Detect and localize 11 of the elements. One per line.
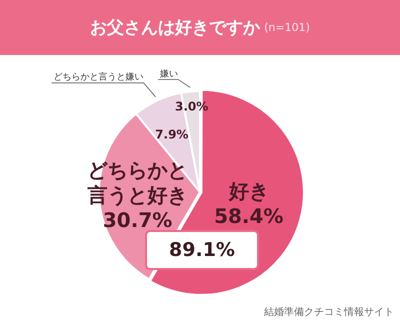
data-label: 7.9% xyxy=(155,128,188,142)
chart-subtitle: (n=101) xyxy=(264,21,310,34)
chart-title: お父さんは好きですか xyxy=(90,17,260,39)
slice-label: どちらかと言うと嫌い xyxy=(54,72,144,83)
data-label: 30.7% xyxy=(102,208,172,232)
slice-label: 嫌い xyxy=(160,68,178,80)
text: 結婚準備クチコミ情報サイト xyxy=(264,306,394,319)
slice-label: 好き xyxy=(228,178,269,203)
slice-label: どちらかと言うと好き xyxy=(86,158,188,208)
data-label: 58.4% xyxy=(214,204,284,228)
text: 89.1% xyxy=(169,239,235,261)
